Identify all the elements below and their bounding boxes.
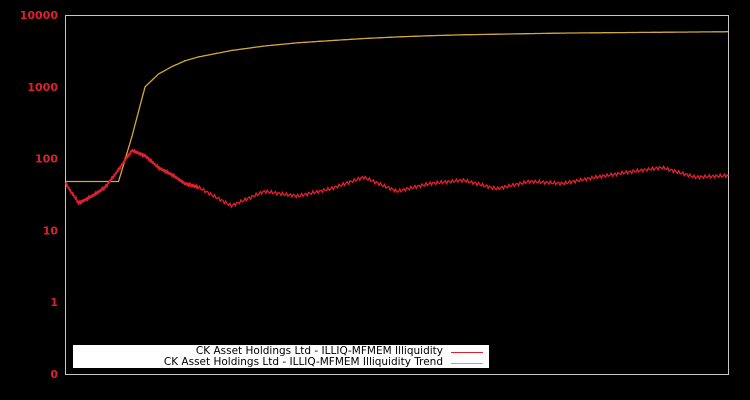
legend-item-trend: CK Asset Holdings Ltd - ILLIQ-MFMEM Illi… — [163, 356, 443, 368]
legend-swatch-trend — [451, 363, 483, 364]
y-tick-label: 1000 — [27, 81, 58, 94]
legend-swatch-illiquidity — [451, 352, 483, 353]
series-group — [65, 31, 729, 209]
legend: CK Asset Holdings Ltd - ILLIQ-MFMEM Illi… — [73, 345, 489, 368]
illiquidity-trend-line — [65, 31, 729, 183]
y-tick-label: 0 — [50, 368, 58, 381]
y-tick-label: 10000 — [20, 9, 59, 22]
y-tick-label: 10 — [43, 224, 59, 237]
illiquidity-line — [65, 148, 729, 209]
plot-frame — [65, 15, 729, 375]
legend-item-illiquidity: CK Asset Holdings Ltd - ILLIQ-MFMEM Illi… — [195, 345, 443, 357]
y-tick-label: 1 — [50, 296, 58, 309]
y-tick-label: 100 — [35, 153, 58, 166]
